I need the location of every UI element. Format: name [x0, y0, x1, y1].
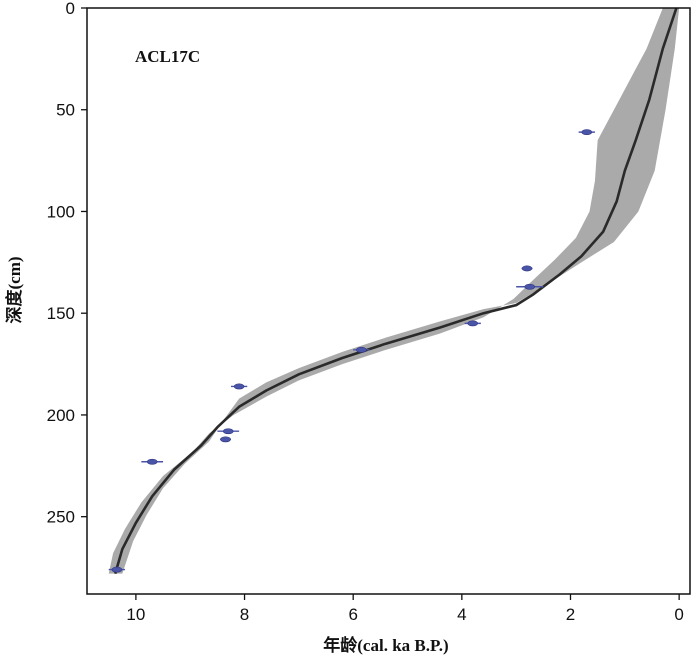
y-tick-label: 200 [47, 406, 75, 425]
dated-sample [464, 320, 481, 327]
dated-sample [217, 428, 240, 435]
dated-sample-marker [233, 383, 245, 390]
core-label: ACL17C [135, 47, 200, 66]
y-tick-label: 0 [66, 0, 75, 18]
x-tick-label: 6 [348, 605, 357, 624]
y-tick-label: 150 [47, 304, 75, 323]
dated-sample [578, 129, 595, 136]
y-axis-ticks: 0 50 100 150 200 250 [47, 0, 87, 527]
confidence-envelope [108, 8, 680, 574]
dated-sample-marker [521, 265, 533, 272]
dated-sample-marker [146, 458, 158, 465]
dated-sample-marker [581, 129, 593, 136]
dated-sample-marker [524, 283, 536, 290]
x-tick-label: 2 [566, 605, 575, 624]
y-tick-label: 250 [47, 508, 75, 527]
dated-sample [230, 383, 248, 390]
dated-sample-marker [356, 346, 367, 353]
dated-sample [521, 265, 533, 272]
plot-frame [86, 7, 691, 595]
x-tick-label: 8 [240, 605, 249, 624]
y-tick-label: 100 [47, 202, 75, 221]
dated-sample-marker [111, 566, 123, 573]
dated-sample [516, 283, 544, 290]
dated-sample [353, 346, 370, 353]
dated-sample-marker [467, 320, 479, 327]
dated-sample [108, 566, 126, 573]
dated-sample-marker [222, 428, 234, 435]
dated-samples-layer [108, 129, 595, 573]
dated-sample [220, 436, 231, 443]
dated-sample-marker [220, 436, 231, 443]
x-tick-label: 4 [457, 605, 466, 624]
x-tick-label: 10 [126, 605, 145, 624]
confidence-envelope-layer [108, 8, 680, 574]
x-tick-label: 0 [674, 605, 683, 624]
median-line-layer [113, 7, 678, 575]
dated-sample [141, 458, 164, 465]
y-tick-label: 50 [56, 101, 75, 120]
y-axis-title: 深度(cm) [4, 256, 24, 323]
x-axis-title: 年龄(cal. ka B.P.) [323, 635, 448, 655]
x-axis-ticks: 10 8 6 4 2 0 [126, 594, 684, 624]
median-age-depth-line [113, 7, 678, 575]
